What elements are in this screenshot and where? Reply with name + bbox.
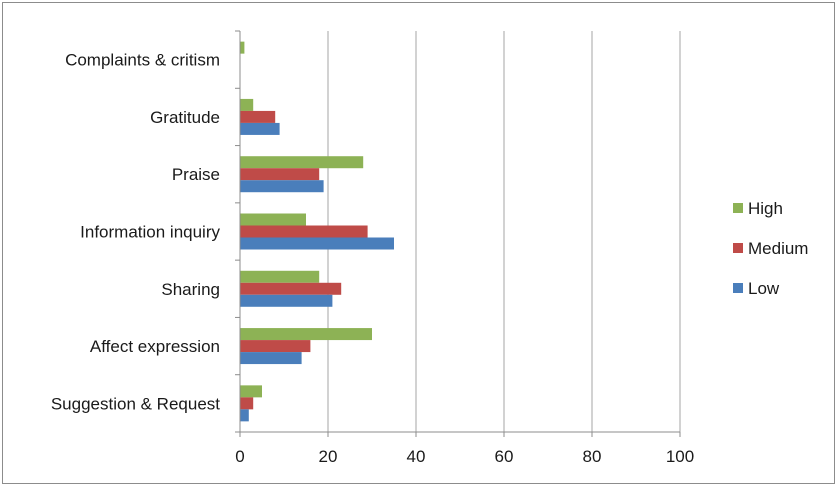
x-tick-label-40: 40 (407, 447, 426, 466)
bar-high-5 (240, 328, 372, 341)
bar-low-5 (240, 352, 302, 365)
bar-high-2 (240, 156, 364, 169)
category-label-4: Sharing (161, 280, 220, 299)
bar-high-6 (240, 385, 262, 398)
x-tick-label-60: 60 (495, 447, 514, 466)
legend-label-low: Low (748, 279, 780, 298)
bar-low-4 (240, 294, 333, 307)
category-labels: Complaints & critism Gratitude Praise Infor… (51, 51, 221, 414)
x-tick-label-100: 100 (666, 447, 694, 466)
bar-medium-2 (240, 168, 320, 181)
x-tick-label-0: 0 (235, 447, 244, 466)
bar-medium-6 (240, 397, 254, 410)
x-tick-labels: 0 20 40 60 80 100 (235, 447, 694, 466)
category-label-6: Suggestion & Request (51, 394, 220, 413)
legend-label-high: High (748, 199, 783, 218)
x-tick-label-20: 20 (319, 447, 338, 466)
bars (240, 41, 394, 422)
legend-swatch-high (733, 203, 743, 213)
bar-medium-1 (240, 110, 276, 123)
legend-swatch-medium (733, 243, 743, 253)
legend-swatch-low (733, 283, 743, 293)
category-label-5: Affect expression (90, 337, 220, 356)
bar-high-0 (240, 41, 245, 54)
category-label-3: Information inquiry (80, 223, 220, 242)
bar-medium-4 (240, 282, 342, 295)
bar-high-3 (240, 213, 306, 226)
legend: High Medium Low (733, 199, 808, 298)
category-label-1: Gratitude (150, 108, 220, 127)
legend-label-medium: Medium (748, 239, 808, 258)
bar-low-2 (240, 180, 324, 193)
bar-medium-3 (240, 225, 368, 238)
category-label-2: Praise (172, 165, 220, 184)
bar-low-1 (240, 122, 280, 135)
category-label-0: Complaints & critism (65, 51, 220, 70)
bar-high-4 (240, 270, 320, 283)
bar-medium-5 (240, 340, 311, 353)
gridlines (327, 31, 681, 432)
bar-high-1 (240, 98, 254, 111)
x-tick-label-80: 80 (583, 447, 602, 466)
bar-low-3 (240, 237, 394, 250)
bar-low-6 (240, 409, 249, 422)
axes (235, 30, 681, 437)
